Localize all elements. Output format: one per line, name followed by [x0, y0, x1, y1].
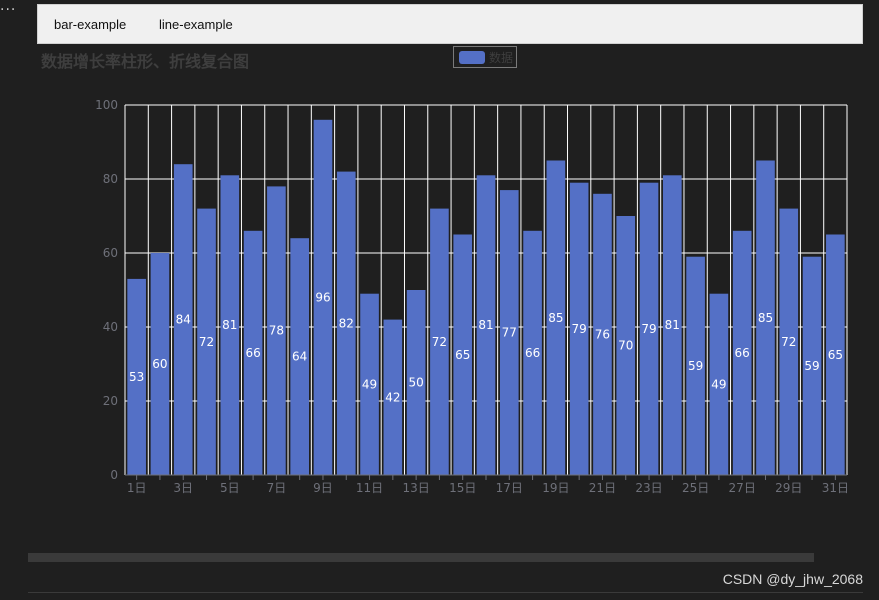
bar	[220, 175, 240, 476]
bar-value-label: 79	[572, 322, 587, 336]
legend-swatch	[459, 51, 485, 64]
bar	[639, 182, 659, 475]
bar	[663, 175, 682, 476]
bar-value-label: 96	[315, 290, 330, 304]
bar	[406, 290, 426, 475]
bar-value-label: 72	[432, 335, 447, 349]
bar	[290, 238, 309, 475]
bar-value-label: 79	[641, 322, 656, 336]
y-tick-label: 40	[103, 320, 118, 334]
tab-bar-example[interactable]: bar-example	[54, 17, 127, 32]
bar-value-label: 81	[665, 318, 680, 332]
bar-value-label: 84	[176, 313, 191, 327]
bar	[732, 230, 752, 475]
y-tick-label: 60	[103, 246, 118, 260]
bar-value-label: 81	[478, 318, 493, 332]
bar	[686, 256, 705, 475]
horizontal-scrollbar[interactable]	[28, 553, 814, 562]
chart-title: 数据增长率柱形、折线复合图	[41, 52, 250, 71]
bar-value-label: 72	[781, 335, 796, 349]
y-tick-label: 20	[103, 394, 118, 408]
more-options-icon[interactable]: ···	[0, 2, 17, 18]
bar	[546, 160, 566, 475]
bar-value-label: 81	[222, 318, 237, 332]
x-tick-label: 17日	[496, 481, 523, 495]
y-tick-label: 100	[95, 98, 118, 112]
bar-value-label: 42	[385, 390, 400, 404]
bar	[197, 208, 216, 475]
bar-value-label: 66	[245, 346, 260, 360]
x-tick-label: 23日	[635, 481, 662, 495]
bar-value-label: 64	[292, 350, 307, 364]
tab-bar: bar-example line-example	[37, 4, 863, 44]
bar-value-label: 85	[758, 311, 773, 325]
bar-value-label: 59	[688, 359, 703, 373]
bar-value-label: 70	[618, 339, 633, 353]
bar-value-label: 66	[525, 346, 540, 360]
x-tick-label: 3日	[173, 481, 193, 495]
bar	[709, 293, 729, 475]
y-tick-label: 80	[103, 172, 118, 186]
bar	[569, 182, 589, 475]
bar	[802, 256, 822, 475]
bar-value-label: 85	[548, 311, 563, 325]
bar	[476, 175, 496, 476]
bar	[127, 278, 146, 475]
x-tick-label: 25日	[682, 481, 709, 495]
bar	[826, 234, 845, 475]
bar-value-label: 77	[502, 326, 517, 340]
bar	[779, 208, 799, 475]
x-tick-label: 31日	[822, 481, 849, 495]
x-tick-label: 9日	[313, 481, 333, 495]
bar	[173, 164, 193, 475]
bar-value-label: 82	[339, 316, 354, 330]
x-tick-label: 1日	[127, 481, 147, 495]
x-tick-label: 29日	[775, 481, 802, 495]
y-tick-label: 0	[110, 468, 118, 482]
bar-value-label: 72	[199, 335, 214, 349]
bar	[499, 190, 519, 475]
bar	[313, 119, 333, 476]
bar	[616, 216, 636, 475]
bottom-divider	[28, 592, 863, 593]
bar	[383, 319, 403, 475]
x-tick-label: 11日	[356, 481, 383, 495]
x-tick-label: 19日	[542, 481, 569, 495]
x-tick-label: 5日	[220, 481, 240, 495]
tab-line-example[interactable]: line-example	[159, 17, 233, 32]
bar-value-label: 49	[711, 377, 726, 391]
bar	[150, 253, 170, 475]
bar	[430, 208, 449, 475]
bar-value-label: 65	[828, 348, 843, 362]
bar-value-label: 76	[595, 327, 610, 341]
x-tick-label: 21日	[589, 481, 616, 495]
x-tick-label: 7日	[267, 481, 287, 495]
bar-value-label: 59	[804, 359, 819, 373]
x-tick-label: 15日	[449, 481, 476, 495]
bar-value-label: 78	[269, 324, 284, 338]
bar	[243, 230, 263, 475]
chart-legend[interactable]: 数据	[453, 46, 517, 68]
bar-value-label: 53	[129, 370, 144, 384]
bar-value-label: 65	[455, 348, 470, 362]
legend-label: 数据	[489, 51, 514, 65]
bar-value-label: 49	[362, 377, 377, 391]
x-tick-label: 13日	[402, 481, 429, 495]
bar	[523, 230, 542, 475]
bar	[360, 293, 379, 475]
bar	[756, 160, 775, 475]
bar	[267, 186, 286, 475]
bar-value-label: 60	[152, 357, 167, 371]
bar	[336, 171, 356, 475]
bar-value-label: 50	[408, 376, 423, 390]
x-tick-label: 27日	[729, 481, 756, 495]
bar	[453, 234, 473, 475]
bar-value-label: 66	[735, 346, 750, 360]
watermark: CSDN @dy_jhw_2068	[722, 571, 863, 587]
bar	[593, 193, 612, 476]
